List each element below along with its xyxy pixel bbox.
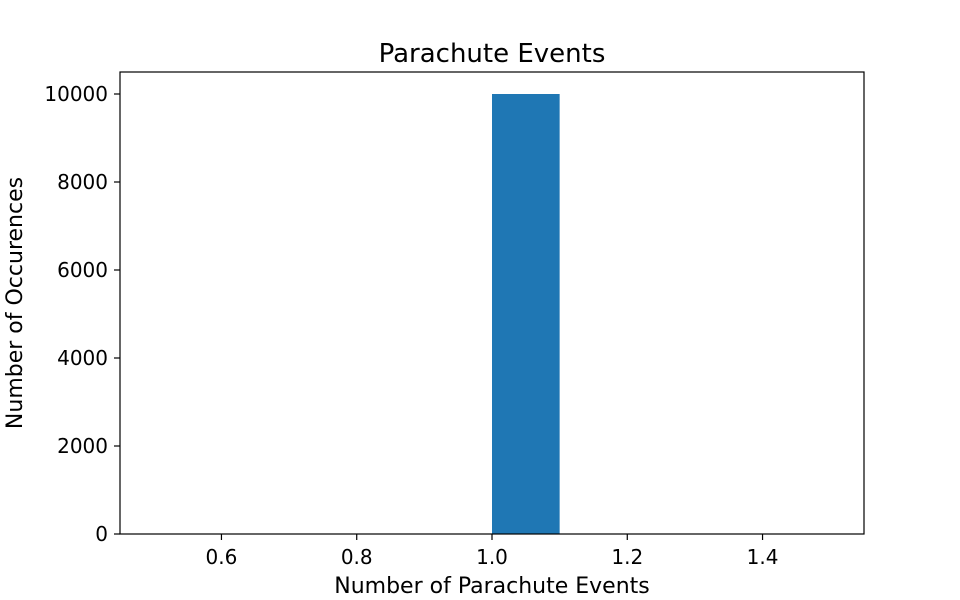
x-tick-label: 1.4 [747, 545, 779, 569]
y-tick-label: 8000 [57, 170, 108, 194]
y-tick-label: 6000 [57, 258, 108, 282]
histogram-bar-5 [492, 94, 560, 534]
x-axis-label: Number of Parachute Events [334, 574, 649, 599]
y-tick-label: 2000 [57, 434, 108, 458]
bars-group [492, 94, 560, 534]
x-tick-label: 1.0 [476, 545, 508, 569]
y-axis-ticks: 0 2000 4000 6000 8000 10000 [44, 82, 120, 546]
chart-title: Parachute Events [379, 39, 606, 69]
plot-frame [119, 71, 865, 535]
y-tick-label: 10000 [44, 82, 108, 106]
y-tick-label: 4000 [57, 346, 108, 370]
x-tick-label: 1.2 [611, 545, 643, 569]
x-tick-label: 0.6 [206, 545, 238, 569]
y-tick-label: 0 [95, 522, 108, 546]
x-tick-label: 0.8 [341, 545, 373, 569]
x-axis-ticks: 0.6 0.8 1.0 1.2 1.4 [206, 534, 779, 569]
y-axis-label: Number of Occurences [3, 177, 28, 429]
